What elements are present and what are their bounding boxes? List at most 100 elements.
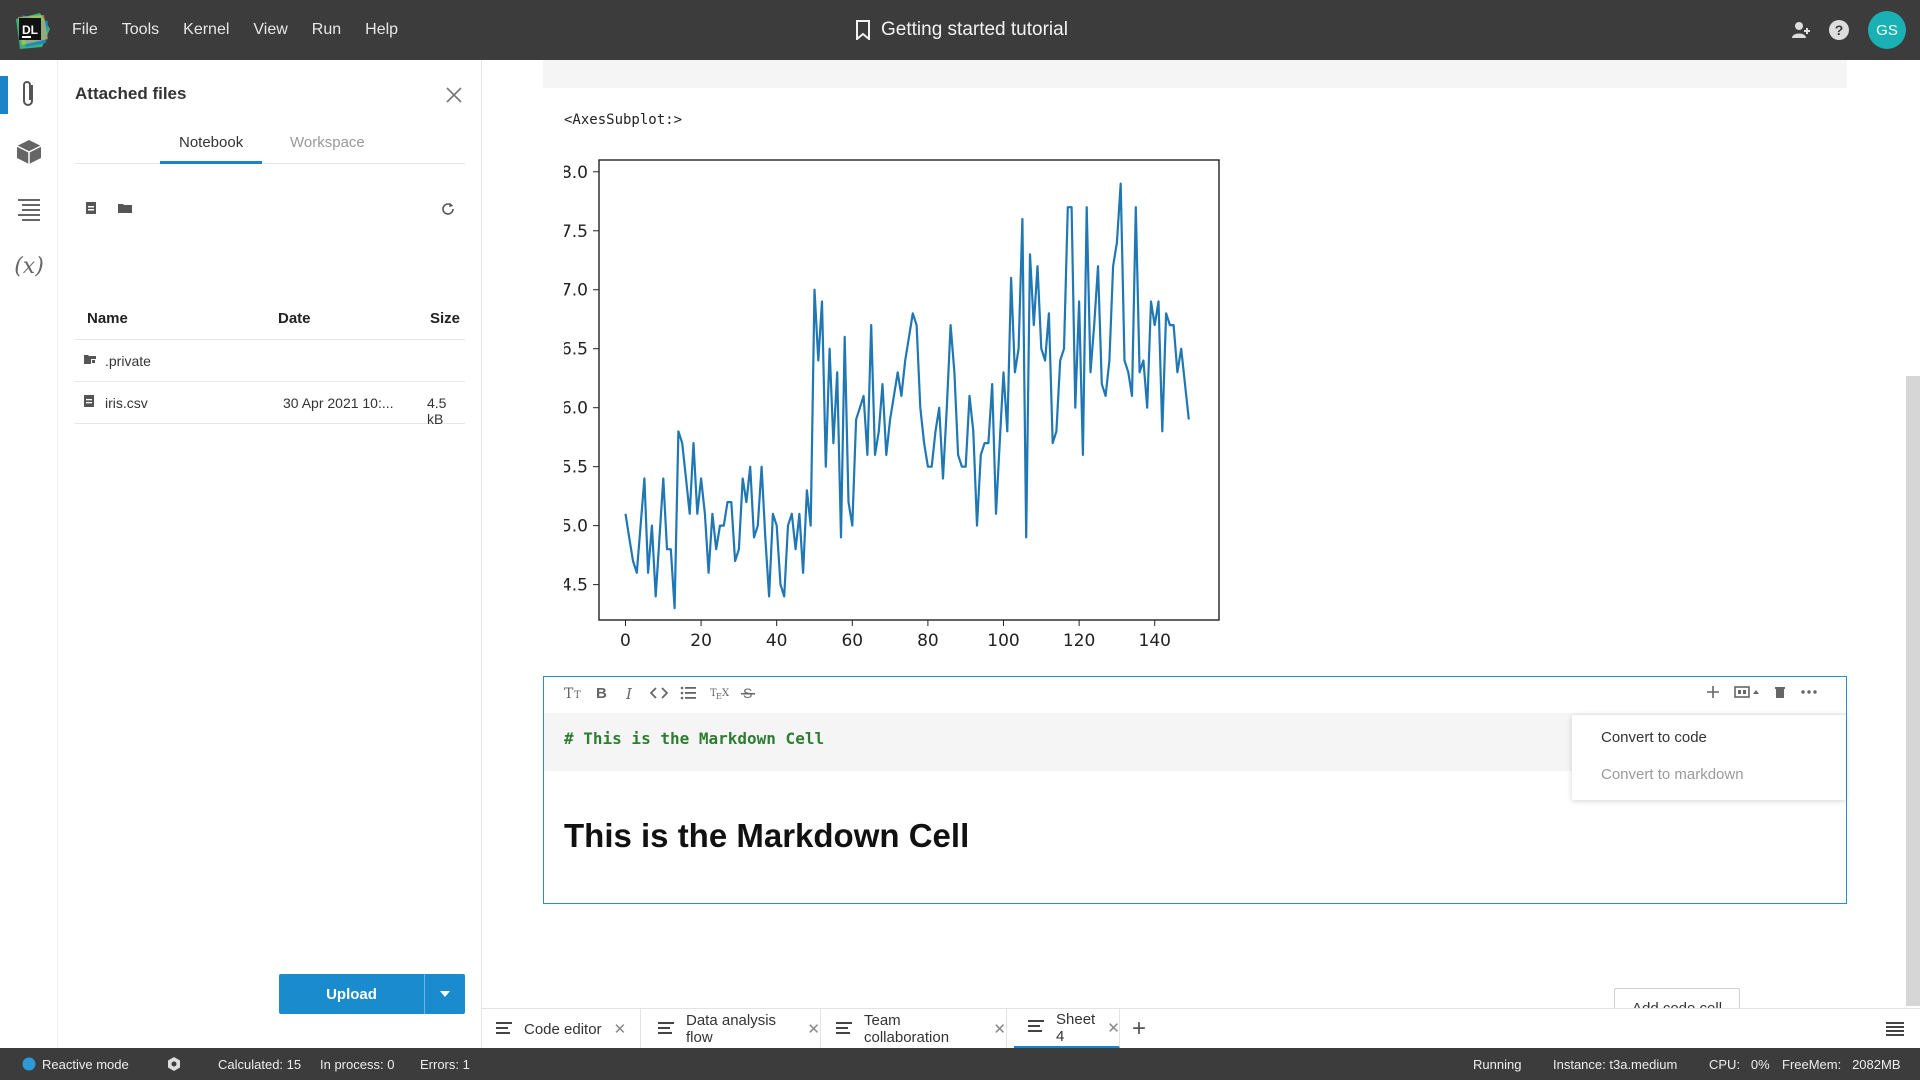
panel-title: Attached files — [75, 84, 187, 103]
code-icon[interactable] — [649, 685, 669, 705]
column-name[interactable]: Name — [87, 310, 128, 327]
menu-file[interactable]: File — [72, 21, 98, 38]
markdown-rendered-heading: This is the Markdown Cell — [564, 817, 970, 854]
sheet-tab-sheet-4[interactable]: Sheet 4 ✕ — [1014, 1009, 1120, 1049]
bookmark-icon — [856, 20, 870, 40]
share-user-icon[interactable] — [1790, 20, 1810, 40]
sheet-lines-icon — [658, 1021, 674, 1038]
sheets-menu-icon[interactable] — [1886, 1009, 1908, 1049]
new-file-icon[interactable] — [84, 200, 98, 221]
notebook-area: <AxesSubplot:> 0 20 40 60 80 100 120 140 4.5 5.0 5… — [482, 60, 1920, 1028]
svg-text:T: T — [710, 688, 717, 699]
delete-cell-icon[interactable] — [1774, 685, 1786, 703]
upload-button[interactable]: Upload — [326, 985, 377, 1003]
left-rail: (x) — [0, 60, 58, 1048]
menu-run[interactable]: Run — [311, 21, 342, 38]
bullet-list-icon[interactable] — [680, 685, 696, 705]
user-avatar[interactable]: GS — [1868, 11, 1906, 49]
strikethrough-icon[interactable]: S — [740, 685, 756, 705]
notebook-scrollbar[interactable] — [1906, 376, 1920, 1006]
cube-icon — [16, 140, 42, 164]
cell-type-icon[interactable] — [1734, 685, 1762, 703]
tab-notebook[interactable]: Notebook — [160, 122, 263, 164]
file-name: iris.csv — [105, 395, 148, 411]
reactive-mode-indicator[interactable] — [22, 1057, 36, 1074]
folder-lock-icon — [83, 352, 97, 369]
bold-icon[interactable]: B — [596, 685, 607, 702]
column-date[interactable]: Date — [278, 310, 311, 327]
y-tick-label: 4.5 — [564, 576, 588, 596]
caret-down-icon — [440, 991, 450, 997]
menu-tools[interactable]: Tools — [121, 21, 160, 38]
x-tick-label: 140 — [1139, 631, 1171, 651]
file-row-private[interactable]: .private — [75, 340, 465, 382]
outline-rail-button[interactable] — [0, 184, 58, 236]
x-tick-label: 60 — [841, 631, 863, 651]
tab-workspace[interactable]: Workspace — [290, 134, 365, 151]
menu-help[interactable]: Help — [365, 21, 399, 38]
notebook-title-text: Getting started tutorial — [881, 19, 1068, 40]
y-tick-label: 5.5 — [564, 458, 588, 478]
sheet-tab-data-analysis-flow[interactable]: Data analysis flow ✕ — [658, 1009, 821, 1049]
add-cell-icon[interactable] — [1706, 685, 1720, 703]
top-bar: DL File Tools Kernel View Run Help Getti… — [0, 0, 1920, 60]
upload-dropdown-button[interactable] — [424, 974, 465, 1014]
svg-text:X: X — [722, 688, 730, 699]
x-tick-label: 100 — [987, 631, 1019, 651]
file-date: 30 Apr 2021 10:... — [283, 395, 394, 411]
close-tab-icon[interactable]: ✕ — [993, 1021, 1006, 1038]
x-tick-label: 40 — [766, 631, 788, 651]
menu-view[interactable]: View — [253, 21, 288, 38]
reactive-mode-label[interactable]: Reactive mode — [42, 1057, 129, 1072]
x-tick-label: 80 — [917, 631, 939, 651]
file-row-iris[interactable]: iris.csv 30 Apr 2021 10:... 4.5 kB — [75, 382, 465, 427]
instance-type[interactable]: Instance: t3a.medium — [1553, 1057, 1678, 1072]
help-icon[interactable]: ? — [1828, 19, 1850, 41]
sheet-tab-code-editor[interactable]: Code editor ✕ — [496, 1009, 641, 1049]
menu-kernel[interactable]: Kernel — [183, 21, 230, 38]
more-options-icon[interactable] — [1800, 685, 1818, 703]
cell-context-menu: Convert to code Convert to markdown — [1572, 715, 1846, 800]
variables-rail-button[interactable]: (x) — [0, 240, 58, 292]
calculated-count: Calculated: 15 — [218, 1057, 302, 1072]
free-memory: FreeMem: 2082MB — [1782, 1057, 1901, 1072]
menu-item-convert-to-code[interactable]: Convert to code — [1601, 729, 1707, 746]
sheet-tab-team-collaboration[interactable]: Team collaboration ✕ — [836, 1009, 1007, 1049]
outline-list-icon — [18, 199, 40, 221]
close-tab-icon[interactable]: ✕ — [1107, 1019, 1120, 1037]
variables-icon: (x) — [14, 253, 44, 279]
kernel-running-status: Running — [1473, 1057, 1522, 1072]
sheet-lines-icon — [836, 1021, 852, 1038]
previous-code-cell[interactable] — [543, 60, 1847, 88]
close-tab-icon[interactable]: ✕ — [807, 1021, 820, 1038]
svg-text:E: E — [716, 692, 722, 701]
datalore-logo[interactable]: DL — [12, 11, 52, 51]
sheet-tab-label: Code editor — [524, 1020, 602, 1038]
kernel-status-icon[interactable] — [166, 1056, 182, 1075]
markdown-toolbar: TT B I TEX S — [544, 677, 1846, 713]
add-sheet-button[interactable]: + — [1132, 1015, 1147, 1042]
new-folder-icon[interactable] — [117, 200, 133, 221]
close-panel-icon[interactable] — [445, 86, 463, 109]
x-tick-label: 120 — [1063, 631, 1095, 651]
sheet-lines-icon — [1028, 1019, 1044, 1036]
italic-icon[interactable]: I — [626, 685, 632, 703]
sheet-tab-label: Sheet 4 — [1056, 1010, 1096, 1045]
notebook-title[interactable]: Getting started tutorial — [855, 0, 1068, 60]
line-chart: 0 20 40 60 80 100 120 140 4.5 5.0 5.5 6.0 6.5 7.0 7.5 8… — [564, 159, 1220, 651]
refresh-icon[interactable] — [441, 200, 455, 221]
close-tab-icon[interactable]: ✕ — [613, 1021, 627, 1038]
packages-rail-button[interactable] — [0, 126, 58, 178]
attached-files-rail-button[interactable] — [0, 68, 58, 120]
sheet-lines-icon — [496, 1021, 512, 1038]
column-size[interactable]: Size — [430, 310, 461, 327]
errors-count[interactable]: Errors: 1 — [420, 1057, 470, 1072]
cpu-usage: CPU: 0% — [1709, 1057, 1770, 1072]
file-size: 4.5 kB — [427, 395, 447, 427]
status-bar: Reactive mode Calculated: 15 In process:… — [0, 1048, 1920, 1080]
attached-files-panel: Attached files Notebook Workspace Name D… — [58, 60, 482, 1048]
y-tick-label: 7.5 — [564, 222, 588, 242]
chart-axes-frame — [598, 159, 1220, 621]
